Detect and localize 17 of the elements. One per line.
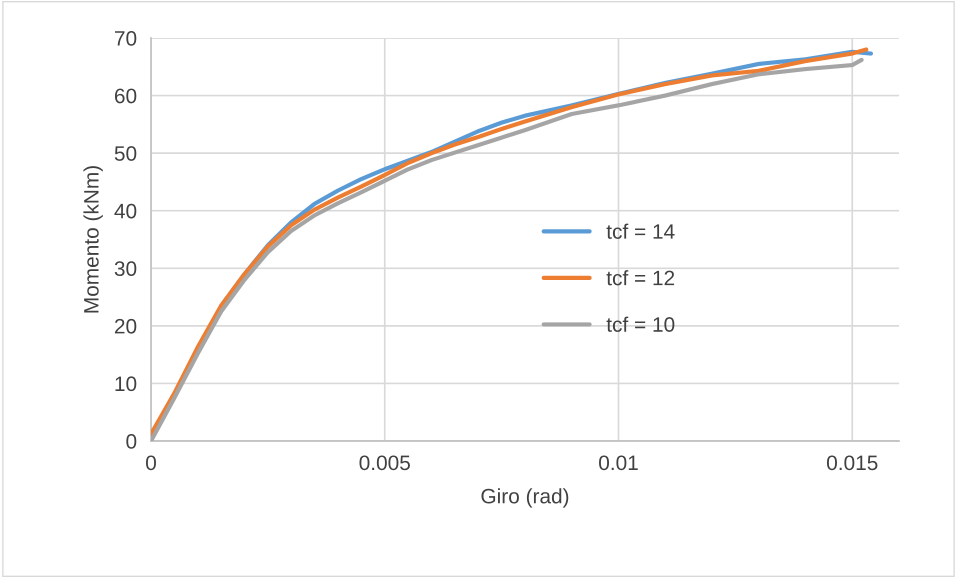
y-tick-label: 0 — [126, 434, 136, 449]
y-tick-label: 50 — [114, 146, 136, 161]
x-tick-label: 0 — [146, 455, 156, 470]
y-tick-label: 70 — [115, 31, 136, 46]
y-tick-label: 30 — [114, 261, 136, 276]
x-tick-label: 0.015 — [827, 455, 878, 470]
legend-label: tcf = 14 — [606, 224, 675, 239]
x-tick-label: 0.005 — [360, 455, 410, 470]
y-axis-title: Momento (kNm) — [83, 166, 103, 312]
legend-label: tcf = 10 — [606, 316, 674, 332]
y-tick-label: 40 — [114, 204, 136, 218]
y-tick-label: 20 — [114, 318, 136, 334]
legend-label: tcf = 12 — [606, 270, 674, 286]
y-tick-label: 60 — [115, 88, 136, 104]
x-tick-label: 0.01 — [599, 455, 638, 470]
y-tick-label: 10 — [116, 376, 136, 392]
x-axis-title: Giro (rad) — [481, 488, 568, 508]
